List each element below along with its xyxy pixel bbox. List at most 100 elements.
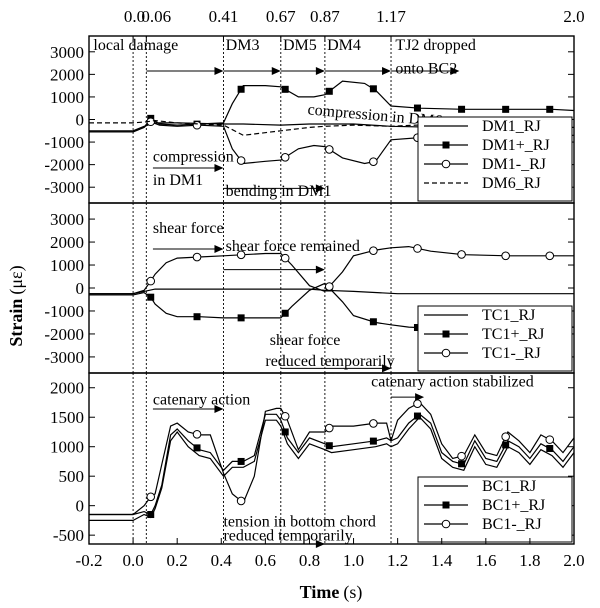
annotation: DM3 (226, 37, 260, 54)
series-marker (237, 457, 245, 465)
y-tick-label: 500 (59, 467, 85, 486)
series-marker (280, 411, 290, 421)
annotation: DM4 (327, 37, 361, 54)
top-tick-label: 0.41 (209, 7, 239, 26)
series-line (89, 288, 574, 295)
annotation: in DM1 (153, 172, 203, 189)
y-axis-label-text: Strain (6, 299, 26, 347)
x-tick-label: 0.4 (211, 551, 233, 570)
legend-marker (442, 330, 450, 338)
legend-marker (441, 519, 451, 529)
legend-marker (442, 501, 450, 509)
series-marker (146, 276, 156, 286)
series-marker (325, 87, 333, 95)
series-marker (458, 460, 466, 468)
x-axis-label: Time (s) (300, 582, 363, 603)
series-marker (324, 282, 334, 291)
annotation-arrowhead (450, 66, 460, 75)
y-axis-unit: (με) (6, 265, 27, 294)
legend: TC1_RJ TC1+_RJ TC1-_RJ (417, 305, 573, 372)
legend: DM1_RJ DM1+_RJ DM1-_RJ DM6_RJ (417, 116, 573, 202)
series-line (89, 80, 575, 133)
series-marker (281, 309, 289, 317)
annotation-arrowhead (315, 265, 325, 274)
legend-label: BC1+_RJ (482, 497, 545, 514)
y-tick-label: 1500 (50, 408, 84, 427)
series-marker (236, 156, 246, 165)
series-marker (545, 435, 555, 444)
annotation: catenary action (153, 391, 250, 408)
series-marker (413, 104, 421, 112)
legend-box (417, 476, 573, 543)
x-tick-label: 0.8 (299, 551, 320, 570)
series-marker (236, 496, 246, 506)
annotation-arrowhead (315, 66, 325, 75)
y-tick-label: 3000 (50, 43, 84, 62)
annotation-arrowhead (271, 66, 281, 75)
annotation-arrowhead (382, 364, 392, 373)
top-axis: 0.00.06 0.41 0.67 0.87 1.17 2.0 (124, 7, 585, 42)
x-tick-label: 0.0 (122, 551, 143, 570)
legend-label: DM1_RJ (482, 118, 541, 135)
annotation-arrowhead (214, 244, 224, 253)
y-tick-label: -500 (53, 526, 84, 545)
x-tick-label: -0.2 (76, 551, 103, 570)
annotation: catenary action stabilized (371, 374, 534, 391)
legend-label: DM6_RJ (482, 175, 541, 192)
series-marker (193, 313, 201, 321)
y-tick-label: -1000 (44, 133, 84, 152)
x-tick-label: 2.0 (563, 551, 584, 570)
top-tick-label: 2.0 (563, 7, 584, 26)
y-tick-label: 1000 (50, 88, 84, 107)
top-tick-label: 0.87 (310, 7, 340, 26)
legend-label: DM1-_RJ (482, 156, 546, 173)
legend-label: TC1+_RJ (482, 326, 544, 343)
y-tick-label: -3000 (44, 348, 84, 367)
annotation: shear force (270, 332, 341, 349)
x-axis: -0.2 0.0 0.2 0.4 0.6 0.8 1.0 1.2 1.4 1.6 1.8 2.0 (76, 538, 585, 570)
series-marker (457, 451, 466, 461)
legend-box (417, 116, 573, 202)
annotation: compression (153, 149, 234, 166)
annotation: bending in DM1 (226, 183, 332, 200)
y-tick-label: -2000 (44, 325, 84, 344)
series-marker (281, 85, 289, 93)
series-marker (369, 85, 377, 93)
series-marker (545, 251, 555, 261)
annotation-arrowhead (315, 184, 325, 193)
y-tick-label: 1000 (50, 438, 84, 457)
y-tick-label: 2000 (50, 65, 84, 84)
legend-label: TC1-_RJ (482, 345, 541, 362)
legend: BC1_RJ BC1+_RJ BC1-_RJ (417, 476, 573, 543)
top-tick-label: 0.67 (266, 7, 296, 26)
series-marker (413, 412, 421, 420)
series-marker (237, 314, 245, 322)
series-marker (502, 105, 510, 113)
annotation: reduced temporarily (223, 527, 352, 544)
series-marker (324, 423, 334, 433)
series-marker (369, 419, 378, 428)
annotation-arrowhead (214, 66, 224, 75)
x-tick-label: 1.4 (431, 551, 453, 570)
annotation: shear force remained (226, 238, 360, 255)
series-marker (192, 430, 202, 439)
series-marker (546, 105, 554, 113)
legend-label: TC1_RJ (482, 307, 535, 324)
y-tick-label: 0 (76, 111, 85, 130)
x-tick-label: 0.2 (167, 551, 188, 570)
legend-label: DM1+_RJ (482, 137, 550, 154)
y-tick-label: 0 (76, 279, 85, 298)
legend-marker (441, 348, 451, 358)
x-tick-label: 0.6 (255, 551, 276, 570)
series-marker (325, 442, 333, 450)
series-marker (280, 153, 290, 162)
y-tick-label: -3000 (44, 178, 84, 197)
series-marker (237, 85, 245, 93)
annotation: TJ2 dropped (395, 37, 475, 54)
x-tick-label: 1.0 (343, 551, 364, 570)
series-marker (192, 252, 202, 262)
series-marker (413, 399, 422, 408)
x-axis-label-text: Time (300, 582, 340, 602)
